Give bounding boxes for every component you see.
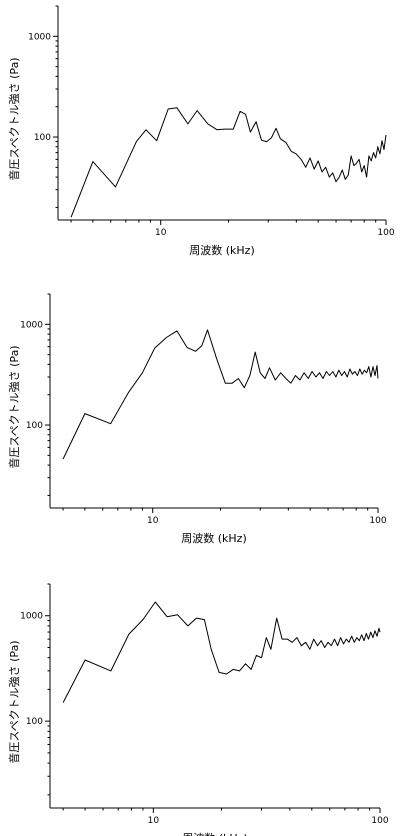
x-tick-label: 10	[155, 228, 167, 238]
y-tick-label: 1000	[28, 32, 51, 42]
x-tick-label: 10	[148, 816, 160, 826]
y-tick-label: 1000	[20, 612, 43, 622]
x-tick-label: 100	[371, 816, 388, 826]
y-axis-label: 音圧スペクトル強さ (Pa)	[7, 57, 21, 180]
x-axis-label: 周波数 (kHz)	[182, 832, 248, 836]
x-tick-label: 100	[369, 516, 386, 526]
y-tick-label: 100	[26, 421, 43, 431]
series-line-1	[70, 107, 387, 218]
series-line-1	[62, 601, 381, 703]
chart-3: 100 1000 10 100 周波数 (kHz) 音圧スペクトル強さ (Pa)	[7, 583, 389, 836]
y-axis-label: 音圧スペクトル強さ (Pa)	[7, 345, 21, 468]
chart-2: 100 1000 10 100 周波数 (kHz) 音圧スペクトル強さ (Pa)	[7, 293, 387, 545]
y-tick-label: 100	[34, 133, 51, 143]
chart-1: 100 1000 10 100 周波数 (kHz) 音圧スペクトル強さ (Pa)	[7, 5, 395, 257]
y-tick-label: 1000	[20, 320, 43, 330]
x-axis-label: 周波数 (kHz)	[189, 244, 255, 257]
series-line-1	[62, 329, 379, 460]
y-axis-label: 音圧スペクトル強さ (Pa)	[7, 640, 21, 763]
x-axis-label: 周波数 (kHz)	[181, 532, 247, 545]
x-tick-label: 10	[147, 516, 159, 526]
x-tick-label: 100	[377, 228, 394, 238]
y-tick-label: 100	[26, 717, 43, 727]
